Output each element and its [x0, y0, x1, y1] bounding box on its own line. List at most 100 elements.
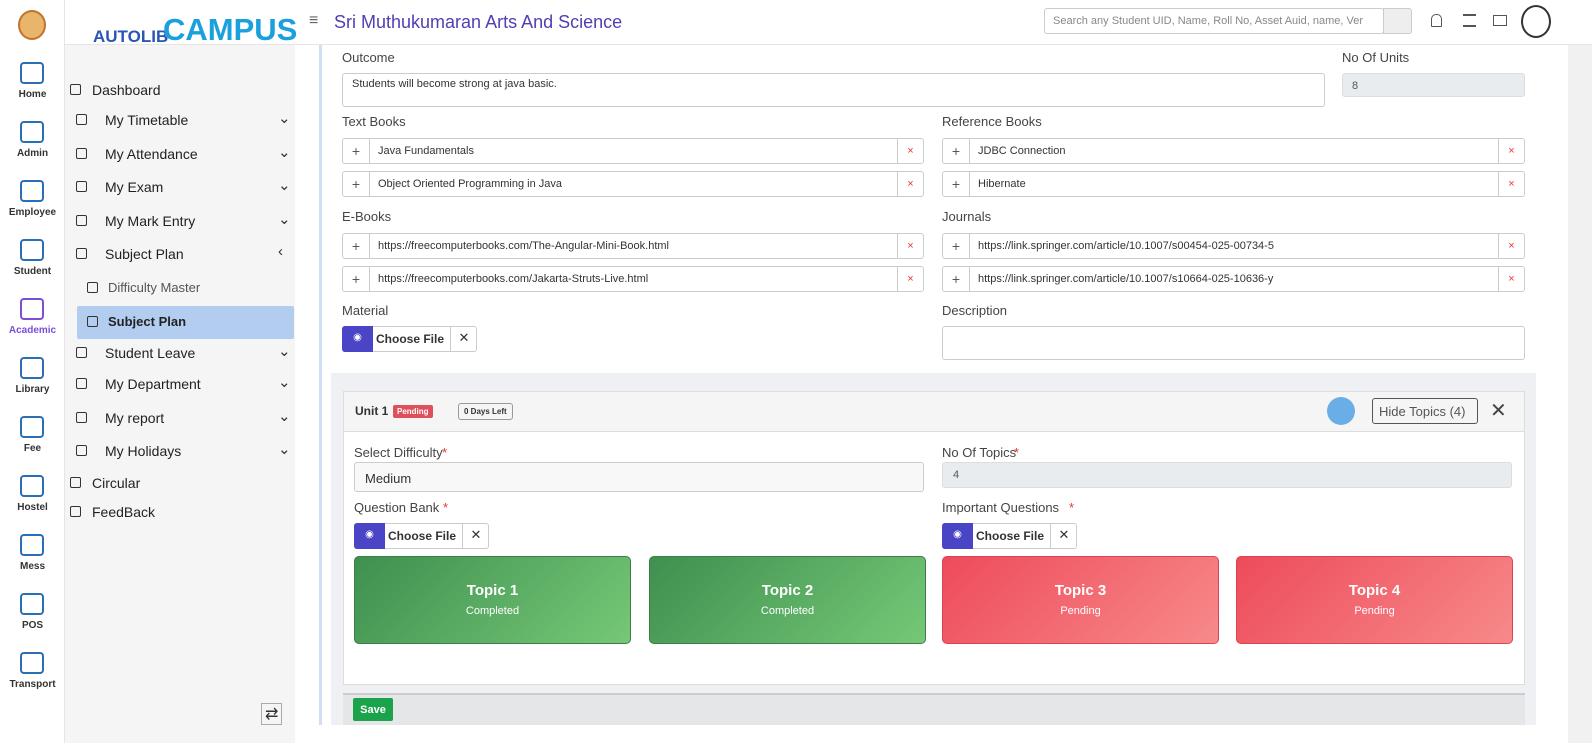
- remove-button[interactable]: ×: [897, 266, 924, 292]
- preview-button[interactable]: ◉: [942, 523, 973, 549]
- remove-button[interactable]: ×: [1498, 266, 1525, 292]
- avatar[interactable]: [1521, 5, 1551, 38]
- rail-label[interactable]: Hostel: [17, 502, 48, 513]
- topic-name[interactable]: Topic 3: [1054, 582, 1107, 599]
- sidebar-item[interactable]: Student Leave: [105, 345, 196, 361]
- list-input[interactable]: https://link.springer.com/article/10.100…: [969, 233, 1499, 259]
- rail-label[interactable]: POS: [21, 620, 44, 631]
- remove-button[interactable]: ×: [1498, 171, 1525, 197]
- chevron[interactable]: ⌄: [278, 343, 291, 360]
- topic-name[interactable]: Topic 2: [761, 582, 814, 599]
- remove-button[interactable]: ×: [1498, 233, 1525, 259]
- preview-button[interactable]: ◉: [342, 326, 373, 352]
- chevron[interactable]: ⌄: [278, 374, 291, 391]
- chevron[interactable]: ⌄: [278, 144, 291, 161]
- preview-button[interactable]: ◉: [354, 523, 385, 549]
- sidebar-item[interactable]: My Holidays: [105, 443, 182, 459]
- save-button[interactable]: Save: [353, 698, 393, 721]
- rail-label[interactable]: Mess: [19, 561, 45, 572]
- rail-icon[interactable]: [20, 298, 44, 320]
- clear-file[interactable]: ✕: [450, 326, 477, 352]
- sidebar-item[interactable]: FeedBack: [92, 504, 156, 520]
- menu-toggle[interactable]: ≡: [309, 12, 319, 29]
- rail-icon[interactable]: [20, 62, 44, 84]
- messages[interactable]: [1493, 15, 1507, 26]
- chevron[interactable]: ‹: [278, 243, 283, 260]
- rail-icon[interactable]: [20, 121, 44, 143]
- chevron[interactable]: ⌄: [278, 408, 291, 425]
- sidebar-item[interactable]: My Mark Entry: [105, 213, 196, 229]
- clear-file[interactable]: ✕: [1050, 523, 1077, 549]
- notifications[interactable]: [1431, 14, 1442, 27]
- add-button[interactable]: +: [342, 266, 370, 292]
- toggle[interactable]: ⇄: [261, 703, 283, 725]
- search-button[interactable]: [1383, 8, 1412, 34]
- topic-name[interactable]: Topic 1: [466, 582, 519, 599]
- add-button[interactable]: +: [942, 138, 970, 164]
- sidebar-item[interactable]: My Timetable: [105, 112, 189, 128]
- list-input[interactable]: Java Fundamentals: [369, 138, 898, 164]
- chevron[interactable]: ⌄: [278, 177, 291, 194]
- choose-file[interactable]: Choose File: [388, 529, 457, 543]
- outcome-text[interactable]: Students will become strong at java basi…: [342, 73, 1325, 107]
- list-input[interactable]: Object Oriented Programming in Java: [369, 171, 898, 197]
- sidebar-item[interactable]: My Attendance: [105, 146, 198, 162]
- hide-topics[interactable]: Hide Topics (4): [1372, 398, 1478, 424]
- remove-button[interactable]: ×: [897, 138, 924, 164]
- rail-label[interactable]: Fee: [23, 443, 42, 454]
- list-input[interactable]: JDBC Connection: [969, 138, 1499, 164]
- rail-label[interactable]: Library: [15, 384, 50, 395]
- rail-icon[interactable]: [20, 652, 44, 674]
- topic-name[interactable]: Topic 4: [1348, 582, 1401, 599]
- rail-label[interactable]: Academic: [8, 325, 57, 336]
- add-button[interactable]: +: [942, 233, 970, 259]
- sidebar-item[interactable]: Difficulty Master: [108, 280, 201, 295]
- rail-icon[interactable]: [20, 593, 44, 615]
- list-input[interactable]: Hibernate: [969, 171, 1499, 197]
- rail-icon[interactable]: [20, 357, 44, 379]
- add-button[interactable]: +: [342, 138, 370, 164]
- sidebar-item[interactable]: Circular: [92, 475, 141, 491]
- list-input[interactable]: https://freecomputerbooks.com/Jakarta-St…: [369, 266, 898, 292]
- sidebar-item[interactable]: Dashboard: [92, 82, 161, 98]
- rail-label[interactable]: Home: [18, 89, 47, 100]
- rail-icon[interactable]: [20, 180, 44, 202]
- tasks[interactable]: [1463, 14, 1476, 27]
- rail-icon[interactable]: [20, 416, 44, 438]
- topic-card[interactable]: [942, 556, 1219, 644]
- rail-icon[interactable]: [20, 475, 44, 497]
- remove-button[interactable]: ×: [897, 171, 924, 197]
- add-button[interactable]: +: [342, 171, 370, 197]
- remove-button[interactable]: ×: [1498, 138, 1525, 164]
- rail-label[interactable]: Transport: [9, 679, 56, 690]
- sidebar-item[interactable]: Subject Plan: [108, 314, 187, 329]
- sidebar-item[interactable]: My report: [105, 410, 165, 426]
- add-button[interactable]: +: [942, 171, 970, 197]
- rail-icon[interactable]: [20, 534, 44, 556]
- rail-label[interactable]: Student: [13, 266, 52, 277]
- sidebar-item[interactable]: My Department: [105, 376, 201, 392]
- play-button[interactable]: [1327, 397, 1355, 425]
- topic-card[interactable]: [1236, 556, 1513, 644]
- search-box[interactable]: Search any Student UID, Name, Roll No, A…: [1044, 8, 1384, 34]
- choose-file[interactable]: Choose File: [376, 332, 445, 346]
- topic-card[interactable]: [354, 556, 631, 644]
- clear-file[interactable]: ✕: [462, 523, 489, 549]
- sidebar-item[interactable]: Subject Plan: [105, 246, 184, 262]
- rail-icon[interactable]: [20, 239, 44, 261]
- chevron[interactable]: ⌄: [278, 441, 291, 458]
- chevron[interactable]: ⌄: [278, 211, 291, 228]
- list-input[interactable]: https://freecomputerbooks.com/The-Angula…: [369, 233, 898, 259]
- add-button[interactable]: +: [342, 233, 370, 259]
- add-button[interactable]: +: [942, 266, 970, 292]
- sidebar-item[interactable]: My Exam: [105, 179, 164, 195]
- rail-label[interactable]: Admin: [16, 148, 49, 159]
- remove-button[interactable]: ×: [897, 233, 924, 259]
- difficulty-select[interactable]: Medium: [354, 462, 924, 492]
- close-unit[interactable]: ✕: [1490, 400, 1507, 422]
- topic-card[interactable]: [649, 556, 926, 644]
- description-input[interactable]: [942, 326, 1525, 360]
- chevron[interactable]: ⌄: [278, 110, 291, 127]
- list-input[interactable]: https://link.springer.com/article/10.100…: [969, 266, 1499, 292]
- rail-label[interactable]: Employee: [8, 207, 57, 218]
